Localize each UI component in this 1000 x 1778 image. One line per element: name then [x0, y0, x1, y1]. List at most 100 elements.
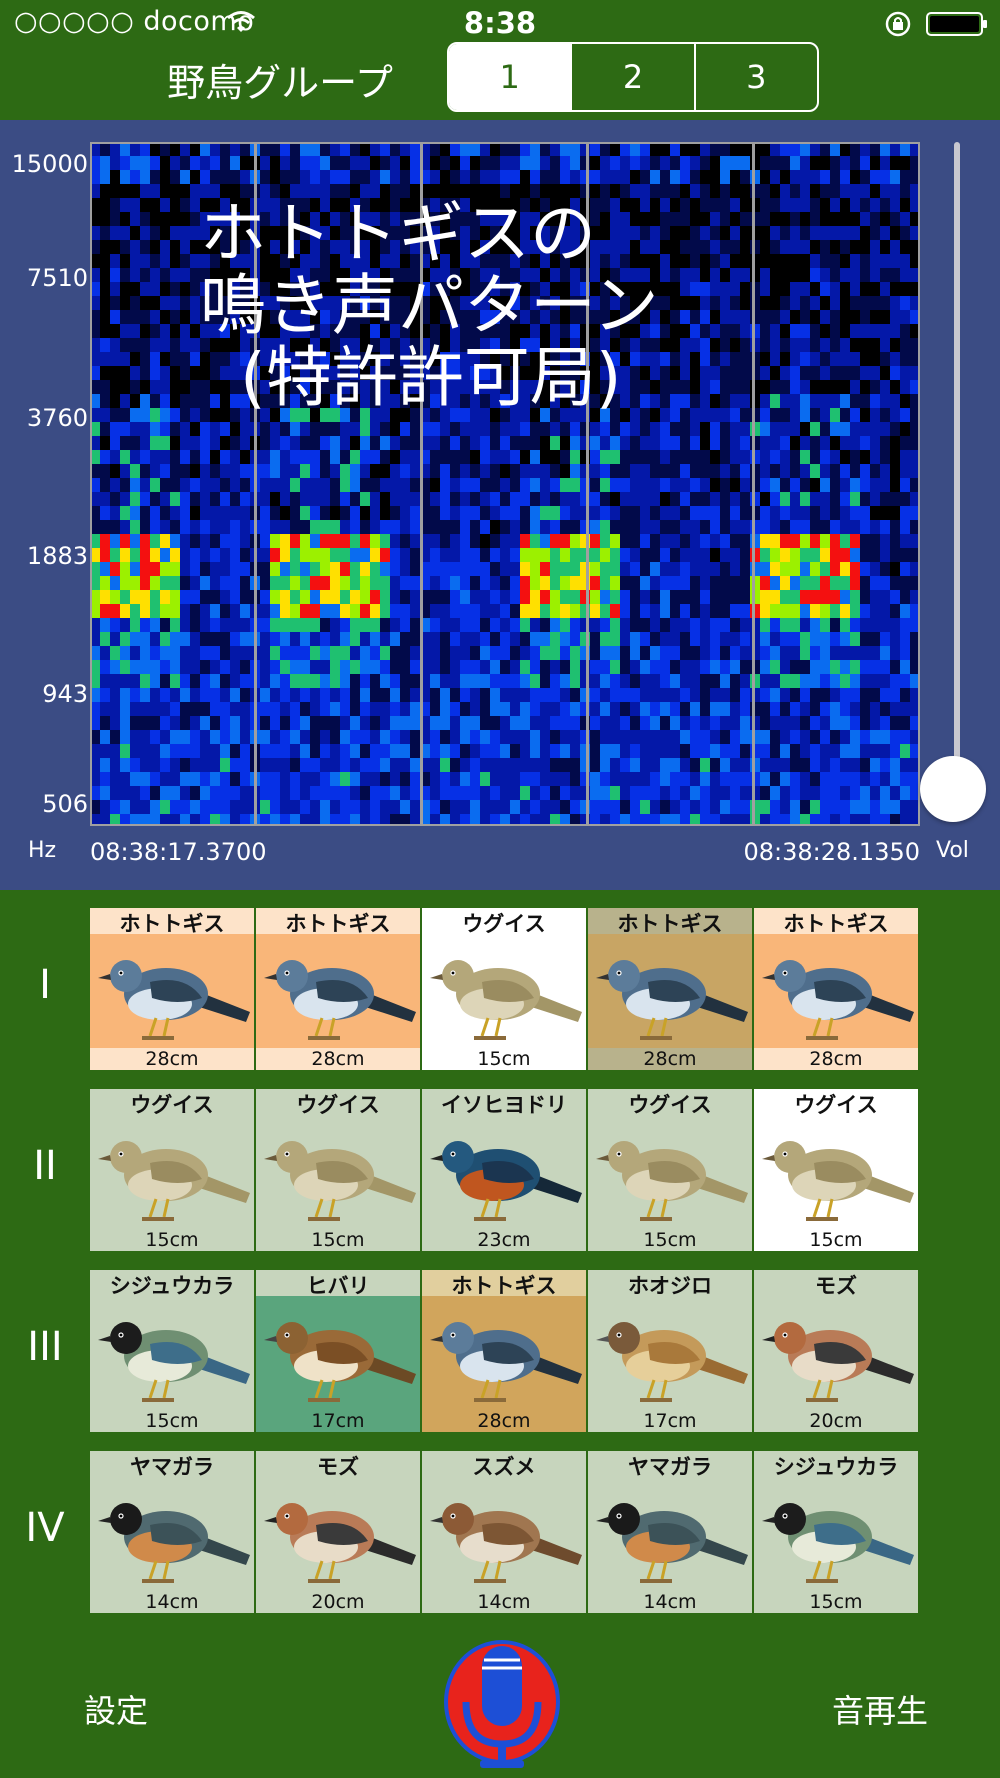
bird-card[interactable]: ホトトギス 28cm	[256, 908, 420, 1070]
caption-line-3: (特許許可局)	[240, 339, 622, 416]
bird-card[interactable]: ホオジロ 17cm	[588, 1270, 752, 1432]
segment-1[interactable]: 1	[449, 44, 571, 110]
great-tit-icon	[762, 1503, 914, 1583]
bird-card[interactable]: モズ 20cm	[754, 1270, 918, 1432]
bird-card[interactable]: スズメ 14cm	[422, 1451, 586, 1613]
frame-divider	[254, 142, 257, 826]
bird-size: 23cm	[477, 1229, 531, 1251]
end-timestamp: 08:38:28.1350	[743, 838, 921, 866]
bird-card[interactable]: ヤマガラ 14cm	[90, 1451, 254, 1613]
bird-card[interactable]: ウグイス 15cm	[90, 1089, 254, 1251]
bird-size: 14cm	[145, 1591, 199, 1613]
bird-name: ウグイス	[794, 1093, 878, 1117]
navigation-bar: 野鳥グループ 1 2 3	[0, 42, 1000, 120]
bird-size: 17cm	[311, 1410, 365, 1432]
row-label: III	[27, 1324, 63, 1370]
bird-name: ウグイス	[296, 1093, 380, 1117]
bird-card[interactable]: ホトトギス 28cm	[90, 908, 254, 1070]
bird-name: ホトトギス	[90, 908, 254, 936]
bird-size: 14cm	[477, 1591, 531, 1613]
great-tit-icon	[98, 1322, 250, 1402]
volume-label: Vol	[936, 838, 969, 863]
rock-thrush-icon	[430, 1141, 582, 1221]
song-pattern-caption: ホトトギスの 鳴き声パターン (特許許可局)	[200, 198, 760, 414]
bird-name: ホトトギス	[256, 908, 420, 936]
battery-icon	[926, 12, 987, 36]
bird-name: ウグイス	[628, 1093, 712, 1117]
microphone-icon[interactable]	[444, 1640, 560, 1774]
freq-label-943: 943	[42, 680, 88, 708]
bird-size: 15cm	[643, 1229, 697, 1251]
volume-slider-track[interactable]	[954, 142, 960, 788]
bird-name: ホトトギス	[754, 908, 918, 936]
bird-name: ヒバリ	[256, 1270, 420, 1298]
bird-card[interactable]: ホトトギス 28cm	[422, 1270, 586, 1432]
varied-tit-icon	[596, 1503, 748, 1583]
unit-label: Hz	[28, 838, 57, 863]
bird-name: ウグイス	[462, 912, 546, 936]
rotation-lock-icon	[885, 11, 911, 37]
skylark-icon	[264, 1322, 416, 1402]
bunting-icon	[596, 1322, 748, 1402]
segment-2[interactable]: 2	[570, 44, 693, 110]
spectrogram-image	[90, 142, 920, 826]
play-sound-button[interactable]: 音再生	[832, 1692, 929, 1730]
bird-card[interactable]: ヤマガラ 14cm	[588, 1451, 752, 1613]
frame-divider	[586, 142, 589, 826]
group-segmented-control: 1 2 3	[447, 42, 819, 112]
freq-label-3760: 3760	[26, 404, 88, 432]
bird-card[interactable]: ウグイス 15cm	[588, 1089, 752, 1251]
cuckoo-icon	[264, 960, 416, 1040]
bird-name: イソヒヨドリ	[441, 1093, 567, 1117]
cuckoo-icon	[430, 1322, 582, 1402]
bird-size: 28cm	[477, 1410, 531, 1432]
settings-button[interactable]: 設定	[84, 1692, 149, 1730]
bird-size: 17cm	[643, 1410, 697, 1432]
shrike-icon	[762, 1322, 914, 1402]
bird-name: シジュウカラ	[109, 1274, 235, 1298]
bird-size: 15cm	[145, 1229, 199, 1251]
sparrow-icon	[430, 1503, 582, 1583]
bird-size: 15cm	[477, 1048, 531, 1070]
bird-card[interactable]: ホトトギス 28cm	[754, 908, 918, 1070]
spectrogram-panel: 15000 7510 3760 1883 943 506 ホトトギスの 鳴き声パ…	[0, 120, 1000, 890]
bird-card[interactable]: シジュウカラ 15cm	[754, 1451, 918, 1613]
bird-name: ウグイス	[130, 1093, 214, 1117]
bird-name: ヤマガラ	[130, 1455, 214, 1479]
bird-card[interactable]: ホトトギス 28cm	[588, 908, 752, 1070]
carrier-label: ○○○○○ docomo	[14, 6, 255, 37]
bird-card[interactable]: イソヒヨドリ 23cm	[422, 1089, 586, 1251]
wifi-icon	[227, 11, 255, 32]
frame-divider	[752, 142, 755, 826]
bird-size: 28cm	[588, 1048, 752, 1070]
varied-tit-icon	[98, 1503, 250, 1583]
warbler-icon	[762, 1141, 914, 1221]
volume-slider-thumb[interactable]	[920, 756, 986, 822]
bird-size: 20cm	[809, 1410, 863, 1432]
page-title: 野鳥グループ	[167, 61, 393, 105]
bird-card[interactable]: ウグイス 15cm	[754, 1089, 918, 1251]
warbler-icon	[264, 1141, 416, 1221]
row-label: II	[33, 1143, 57, 1189]
start-timestamp: 08:38:17.3700	[90, 838, 267, 866]
bird-card[interactable]: ウグイス 15cm	[422, 908, 586, 1070]
freq-label-1883: 1883	[26, 542, 88, 570]
bird-card[interactable]: シジュウカラ 15cm	[90, 1270, 254, 1432]
caption-line-1: ホトトギスの	[200, 195, 596, 272]
bird-name: モズ	[317, 1455, 359, 1479]
bird-size: 28cm	[90, 1048, 254, 1070]
bird-size: 28cm	[256, 1048, 420, 1070]
bird-name: ヤマガラ	[628, 1455, 712, 1479]
bird-name: スズメ	[472, 1455, 536, 1479]
segment-3[interactable]: 3	[693, 44, 817, 110]
warbler-icon	[430, 960, 582, 1040]
freq-label-7510: 7510	[26, 264, 88, 292]
bird-size: 15cm	[145, 1410, 199, 1432]
shrike-icon	[264, 1503, 416, 1583]
frame-divider	[420, 142, 423, 826]
bird-card[interactable]: ヒバリ 17cm	[256, 1270, 420, 1432]
bird-card[interactable]: ウグイス 15cm	[256, 1089, 420, 1251]
bird-card[interactable]: モズ 20cm	[256, 1451, 420, 1613]
status-bar: ○○○○○ docomo 8:38	[0, 0, 1000, 46]
bird-name: シジュウカラ	[773, 1455, 899, 1479]
